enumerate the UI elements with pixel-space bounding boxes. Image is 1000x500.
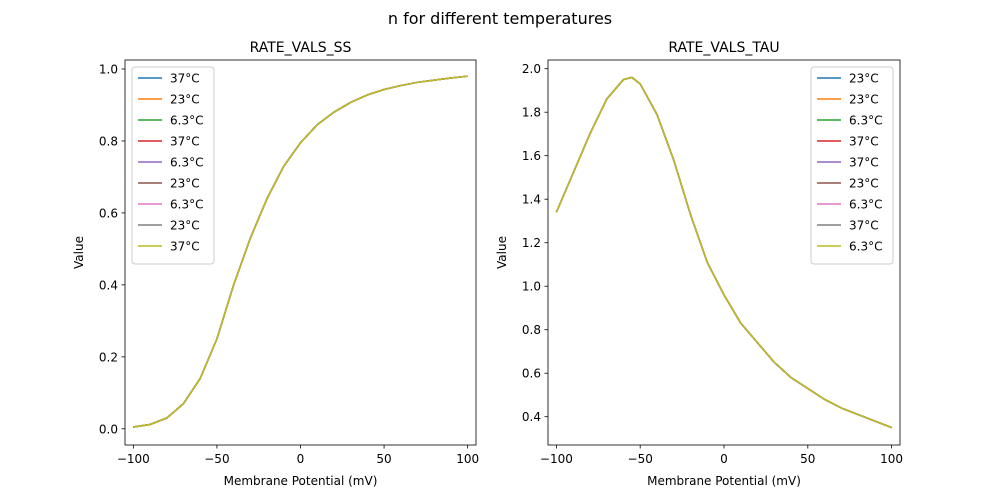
figure-title: n for different temperatures [388, 9, 612, 28]
legend-label: 6.3°C [849, 240, 882, 254]
y-tick-label: 0.0 [99, 422, 118, 436]
y-tick-label: 0.2 [99, 350, 118, 364]
subplot-rate-vals-tau: RATE_VALS_TAU −100 −50 0 50 100 0.4 0.6 0.8 1.0 1.… [495, 40, 903, 488]
legend-label: 23°C [170, 93, 200, 107]
chart-title: RATE_VALS_TAU [668, 40, 779, 56]
y-tick-label: 1.4 [522, 193, 541, 207]
x-tick-label: −50 [204, 452, 229, 466]
y-tick-label: 1.2 [522, 236, 541, 250]
legend-label: 37°C [170, 72, 200, 86]
y-tick-label: 0.6 [522, 367, 541, 381]
y-tick-label: 1.0 [522, 280, 541, 294]
legend-label: 37°C [170, 135, 200, 149]
y-tick-label: 0.8 [522, 323, 541, 337]
x-tick-label: −100 [540, 452, 573, 466]
y-tick-label: 1.8 [522, 106, 541, 120]
series-lines [555, 76, 892, 429]
x-tick-label: 50 [800, 452, 815, 466]
legend: 23°C 23°C 6.3°C 37°C 37°C 23°C 6.3°C 37°C 6.3°C [810, 66, 894, 265]
x-tick-label: 0 [720, 452, 728, 466]
x-tick-label: −100 [117, 452, 150, 466]
y-tick-label: 0.8 [99, 134, 118, 148]
x-axis-label: Membrane Potential (mV) [224, 474, 378, 488]
legend-label: 23°C [849, 93, 879, 107]
x-tick-label: 100 [456, 452, 479, 466]
legend-label: 37°C [170, 240, 200, 254]
legend-box [810, 66, 894, 265]
y-tick-label: 0.4 [99, 278, 118, 292]
legend-label: 6.3°C [849, 114, 882, 128]
series-line-9 [133, 75, 468, 428]
y-tick-label: 1.0 [99, 62, 118, 76]
y-tick-label: 2.0 [522, 62, 541, 76]
legend-label: 6.3°C [170, 156, 203, 170]
series-lines [133, 75, 468, 428]
legend-label: 6.3°C [170, 198, 203, 212]
chart-title: RATE_VALS_SS [250, 40, 352, 56]
legend-label: 6.3°C [849, 198, 882, 212]
legend-label: 23°C [170, 219, 200, 233]
y-tick-label: 1.6 [522, 149, 541, 163]
legend-label: 37°C [849, 219, 879, 233]
legend-label: 23°C [849, 177, 879, 191]
y-axis-label: Value [495, 236, 509, 269]
series-line-9 [555, 76, 892, 429]
legend-label: 37°C [849, 156, 879, 170]
y-tick-label: 0.6 [99, 206, 118, 220]
x-tick-label: 50 [376, 452, 391, 466]
legend-label: 6.3°C [170, 114, 203, 128]
legend: 37°C 23°C 6.3°C 37°C 6.3°C 23°C 6.3°C 23°C 37°C [131, 66, 215, 265]
y-tick-label: 0.4 [522, 410, 541, 424]
y-axis-label: Value [72, 236, 86, 269]
legend-label: 23°C [849, 72, 879, 86]
x-tick-label: 100 [880, 452, 903, 466]
legend-label: 23°C [170, 177, 200, 191]
x-tick-label: −50 [628, 452, 653, 466]
legend-label: 37°C [849, 135, 879, 149]
x-tick-label: 0 [297, 452, 305, 466]
subplot-rate-vals-ss: RATE_VALS_SS −100 −50 0 50 100 0.0 0.2 0.4 0.6 0.8… [72, 40, 479, 488]
x-axis-label: Membrane Potential (mV) [647, 474, 801, 488]
legend-box [131, 66, 215, 265]
